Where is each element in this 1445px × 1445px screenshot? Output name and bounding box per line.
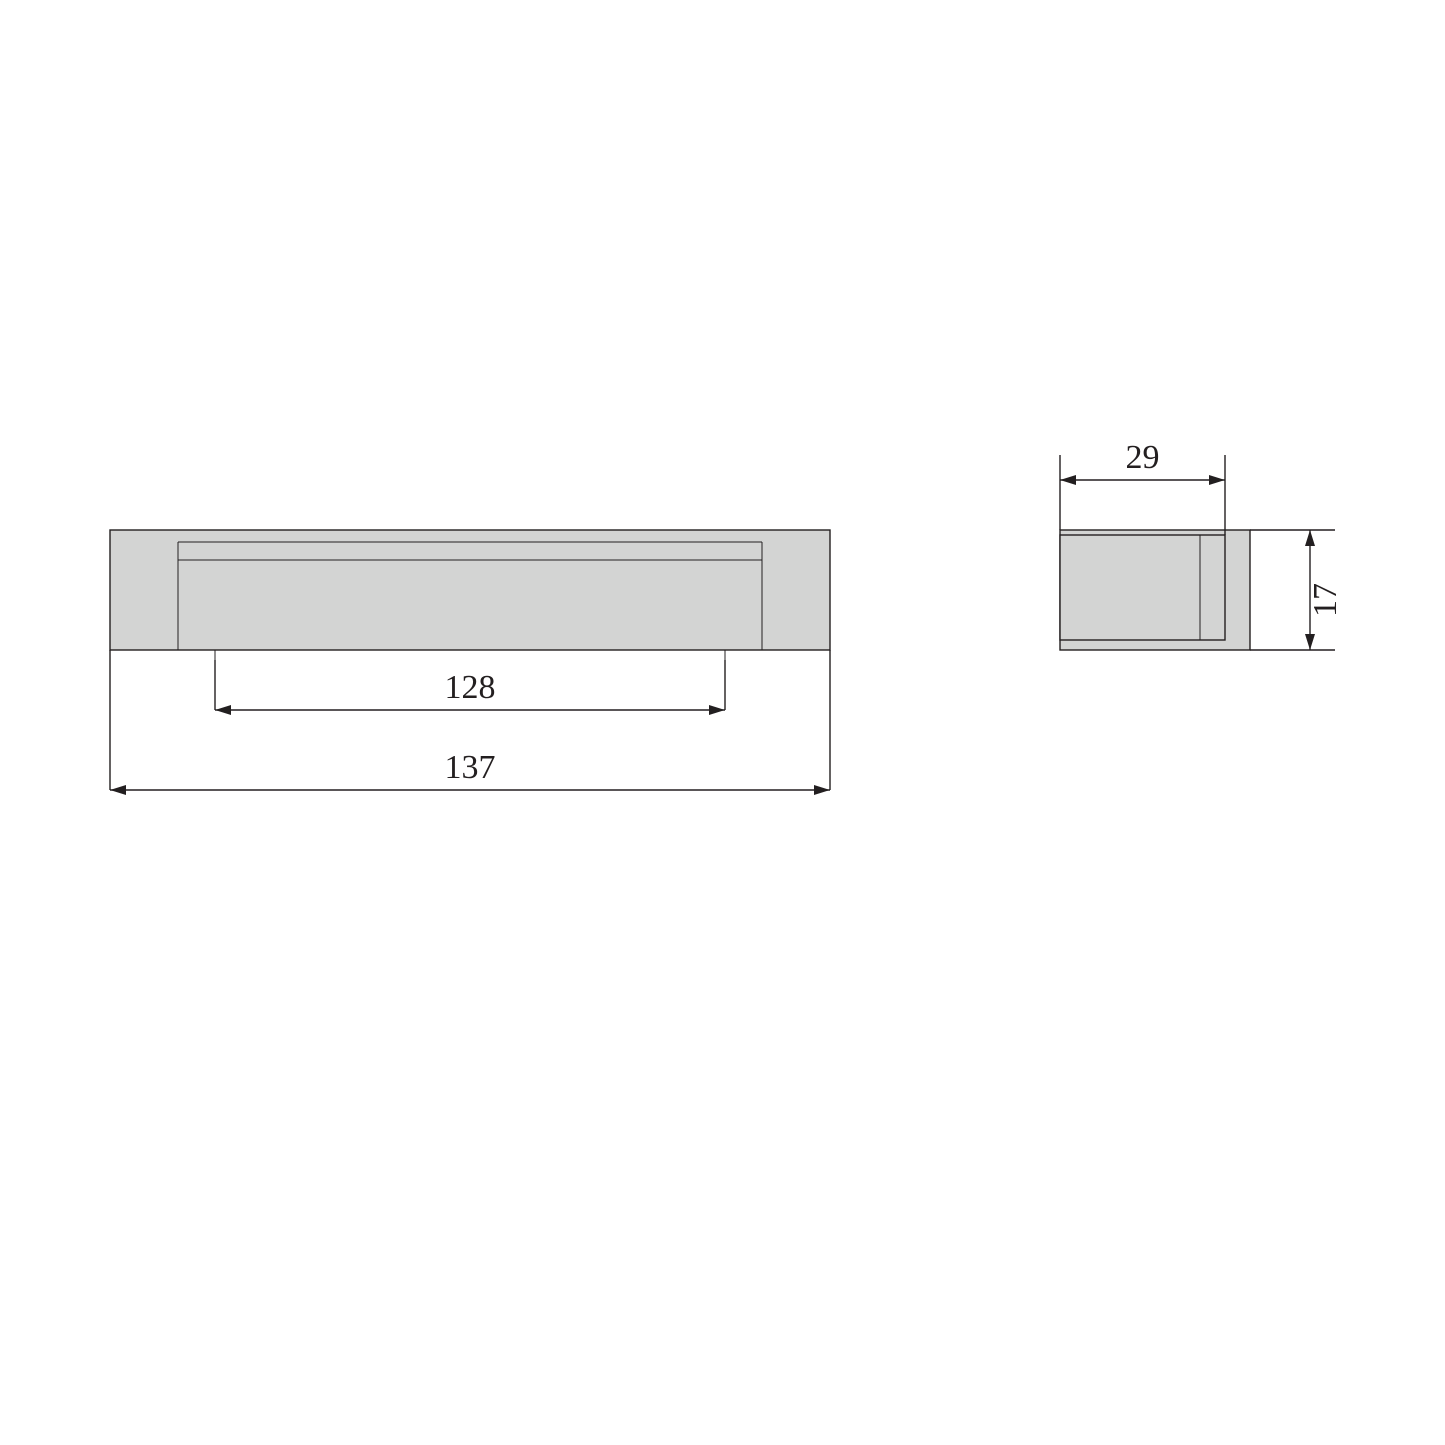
svg-text:137: 137 [445, 749, 496, 786]
technical-drawing: 128 137 29 17 [0, 0, 1445, 1445]
svg-text:17: 17 [1307, 583, 1344, 617]
svg-text:128: 128 [445, 669, 496, 706]
svg-text:29: 29 [1126, 439, 1160, 476]
